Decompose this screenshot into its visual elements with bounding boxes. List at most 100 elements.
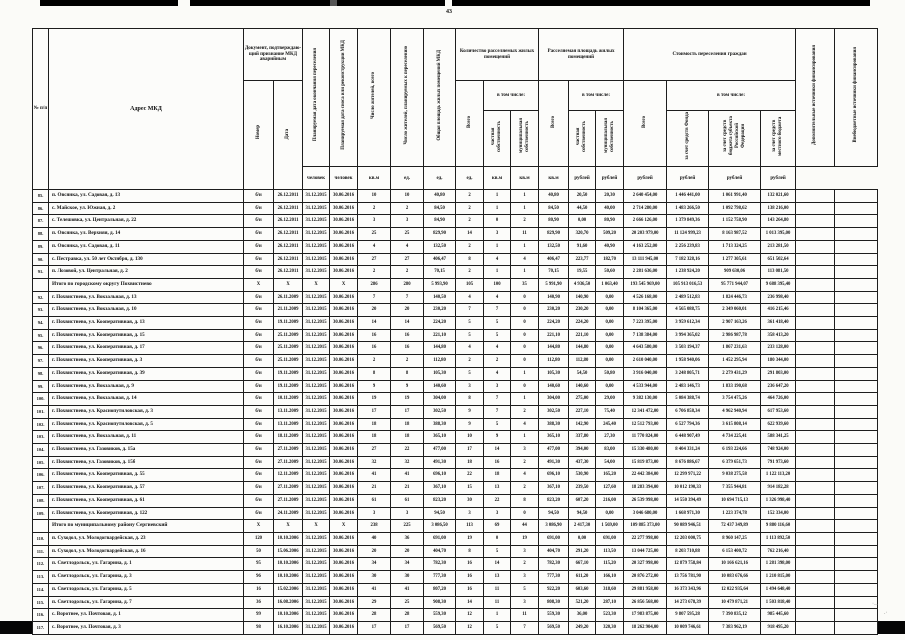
table-cell: 7 383 962,19 <box>708 620 762 635</box>
table-cell: 320,70 <box>568 227 597 241</box>
table-cell <box>834 277 879 292</box>
table-cell: 14 <box>455 227 485 241</box>
table-cell: 1 867 231,63 <box>708 341 762 356</box>
table-cell: 7 223 395,00 <box>623 316 668 330</box>
table-cell: 691,00 <box>538 531 570 546</box>
table-cell: 117. <box>32 620 49 635</box>
table-cell: 26.12.2011 <box>272 252 304 267</box>
table-row: 96. г. Похвистнево, ул. Кооперативная, д.… <box>32 341 879 356</box>
table-cell: 30.06.2016 <box>329 544 359 559</box>
table-cell: г. Похвистнево, ул. Кооперативная, д. 12… <box>48 506 244 521</box>
table-cell: 30.06.2016 <box>329 252 359 267</box>
table-cell: 54,00 <box>595 455 625 470</box>
table-cell: 9 <box>483 430 512 445</box>
table-cell: 394,00 <box>568 443 597 457</box>
table-cell: 140,90 <box>538 290 570 305</box>
table-cell: 607,20 <box>568 493 597 508</box>
table-cell <box>834 544 879 559</box>
table-cell: 807,20 <box>423 582 457 597</box>
table-cell: 10 <box>357 189 392 203</box>
table-cell: 41 <box>357 582 392 597</box>
table-cell: 2 <box>510 404 540 419</box>
table-cell: 26.12.2011 <box>272 227 304 241</box>
table-cell: 94,50 <box>538 506 570 521</box>
table-cell: 13 <box>483 570 512 584</box>
table-cell <box>834 341 879 356</box>
table-cell: 30.06.2016 <box>329 455 359 470</box>
table-cell: 1 <box>483 608 512 622</box>
table-cell: 98. <box>32 366 49 381</box>
table-cell <box>795 595 836 610</box>
table-cell: 236 998,40 <box>760 290 797 305</box>
table-cell: 249,20 <box>568 620 597 635</box>
table-cell: 12 341 472,00 <box>623 404 668 419</box>
table-cell: 20,50 <box>568 189 597 203</box>
table-cell: 31.12.2015 <box>302 531 331 546</box>
table-cell: 31.12.2015 <box>302 455 331 470</box>
table-cell: 280 <box>390 277 425 292</box>
table-cell: 17 <box>455 443 485 457</box>
table-cell: 22 277 998,00 <box>623 531 668 546</box>
table-row: 90. с. Пестравка, ул. 50 лет Октября, д. … <box>32 252 879 267</box>
table-cell: 6 706 858,34 <box>666 404 710 419</box>
table-cell: 114. <box>32 582 49 597</box>
table-cell: 18 <box>455 455 485 470</box>
table-cell: 19.11.2009 <box>272 379 304 394</box>
table-cell: г. Похвистнево, ул. Кооперативная, д. 39 <box>48 366 244 381</box>
table-cell: 1 210 815,00 <box>760 570 797 584</box>
table-cell: 96 <box>243 570 274 584</box>
table-cell: 6 193 224,66 <box>708 443 762 457</box>
table-cell: 5 <box>483 620 512 635</box>
table-cell: г. Похвистнево, ул. Вокзальная, д. 9 <box>48 379 244 394</box>
table-cell: 5 993,90 <box>423 277 457 292</box>
table-cell: 40 <box>357 531 392 546</box>
col-header-units-including: в том числе: <box>483 80 540 111</box>
table-cell: 108. <box>32 493 49 508</box>
table-cell: 31.12.2015 <box>302 354 331 368</box>
table-cell: 0 <box>510 379 540 394</box>
table-cell: 31.12.2015 <box>302 493 331 508</box>
table-cell: 105. <box>32 455 49 470</box>
table-cell: 6 448 907,49 <box>666 430 710 445</box>
table-cell: 777,30 <box>423 570 457 584</box>
table-cell: 93. <box>32 303 49 318</box>
table-cell: 20 203 979,00 <box>623 227 668 241</box>
table-cell: 3 <box>510 570 540 584</box>
table-cell: 3 086,50 <box>423 519 457 533</box>
col-header-area-private: частная собственность <box>568 110 597 167</box>
table-cell: 30.06.2016 <box>329 620 359 635</box>
table-cell: 98 <box>243 620 274 635</box>
table-cell: 12 <box>455 620 485 635</box>
table-cell: б/н <box>243 189 274 203</box>
table-cell: б/н <box>243 417 274 432</box>
table-cell: 25.11.2009 <box>272 341 304 356</box>
table-row: 102. г. Похвистнево, ул. Краснопутиловска… <box>32 417 879 432</box>
table-cell: 918 495,20 <box>760 620 797 635</box>
table-cell: 30.06.2016 <box>329 227 359 241</box>
table-cell: 27.11.2009 <box>272 481 304 495</box>
table-cell: 4 <box>455 341 485 356</box>
table-cell: 404,70 <box>538 544 570 559</box>
table-cell: 2 666 126,00 <box>623 214 668 229</box>
table-cell: 829,90 <box>538 227 570 241</box>
table-cell: 7 <box>483 392 512 406</box>
table-cell: 30.06.2016 <box>329 328 359 343</box>
table-cell: 90 089 946,51 <box>666 519 710 533</box>
table-cell: 17 <box>390 404 425 419</box>
table-cell: б/н <box>243 404 274 419</box>
table-cell: 31.12.2015 <box>302 570 331 584</box>
table-cell: 29 881 958,00 <box>623 582 668 597</box>
table-cell: 31.12.2015 <box>302 201 331 216</box>
table-cell: 358 413,20 <box>760 328 797 343</box>
table-cell <box>795 608 836 622</box>
table-cell: 2 <box>510 557 540 572</box>
table-cell: 20 <box>357 303 392 318</box>
table-cell: 12 203 000,75 <box>666 531 710 546</box>
table-cell: 99 <box>243 608 274 622</box>
table-cell: 16 <box>390 328 425 343</box>
table-cell <box>834 392 879 406</box>
table-cell: 14 550 394,49 <box>666 493 710 508</box>
table-cell: 31.12.2015 <box>302 341 331 356</box>
table-cell <box>834 430 879 445</box>
table-cell: 20,30 <box>595 189 625 203</box>
